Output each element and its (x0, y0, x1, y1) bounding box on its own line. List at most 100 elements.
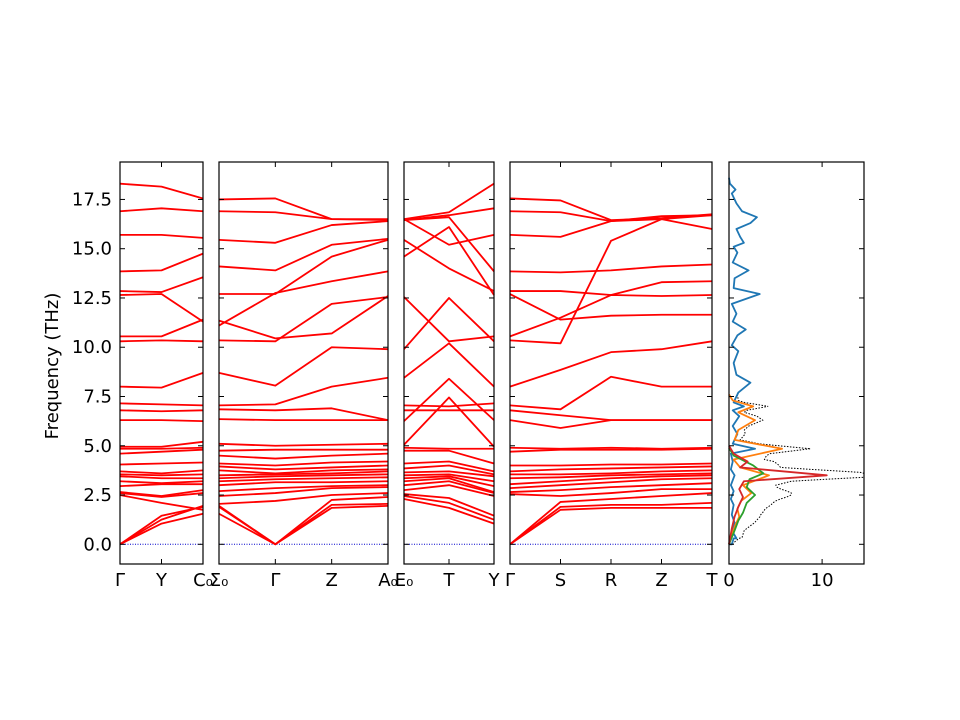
phonon-band (218, 407, 389, 422)
phonon-band (119, 448, 204, 455)
y-tick-label: 15.0 (72, 239, 112, 260)
x-tick-label: 10 (811, 570, 834, 591)
phonon-band (218, 295, 389, 340)
y-tick-label: 2.5 (83, 485, 112, 506)
panel-frame (218, 161, 389, 565)
x-tick-label: S (555, 570, 566, 591)
phonon-band (509, 263, 713, 274)
phonon-band (218, 464, 389, 471)
phonon-band (509, 446, 713, 450)
x-tick-label: A₀ (378, 570, 398, 591)
phonon-band (403, 297, 495, 350)
phonon-band (509, 472, 713, 480)
phonon-band (218, 418, 388, 422)
y-tick-label: 0.0 (83, 534, 112, 555)
phonon-band (403, 475, 495, 488)
y-axis-label: Frequency (THz) (42, 293, 63, 440)
phonon-band (509, 419, 712, 429)
phonon-band (218, 346, 389, 387)
panel-1: Γ Y C₀ (115, 161, 213, 591)
x-tick-label: Y (155, 570, 168, 591)
x-tick-label: T (443, 570, 456, 591)
phonon-band (403, 473, 495, 483)
phonon-band (403, 493, 495, 517)
phonon-band (218, 197, 388, 221)
phonon-band (509, 474, 713, 486)
phonon-band (218, 476, 389, 483)
phonon-band (403, 182, 495, 221)
phonon-band (403, 218, 495, 246)
phonon-band (119, 409, 204, 413)
x-tick-label: Γ (505, 570, 515, 591)
phonon-band (218, 296, 389, 343)
phonon-band (119, 483, 203, 488)
phonon-band (403, 226, 495, 296)
phonon-band (403, 498, 495, 525)
phonon-band (403, 446, 494, 450)
phonon-band (510, 462, 713, 467)
phonon-band (403, 470, 495, 478)
phonon-band (218, 470, 389, 477)
phonon-band (509, 502, 713, 546)
panel-2: Σ₀ Γ Z A₀ (210, 161, 398, 591)
x-tick-label: 0 (723, 570, 734, 591)
x-tick-label: Σ₀ (210, 570, 229, 591)
phonon-band (218, 270, 389, 327)
phonon-band (509, 506, 712, 546)
phonon-band (403, 480, 495, 494)
phonon-band (404, 449, 495, 465)
phonon-band (119, 402, 204, 407)
phonon-band (403, 239, 495, 292)
phonon-band (509, 488, 712, 497)
phonon-band (218, 220, 389, 244)
phonon-band (119, 293, 204, 323)
phonon-band (119, 252, 204, 273)
phonon-band (403, 377, 495, 422)
phonon-band (509, 477, 713, 490)
phonon-band (119, 276, 204, 293)
phonon-band (403, 402, 495, 408)
x-tick-label: Y (488, 570, 501, 591)
phonon-band (218, 484, 389, 492)
phonon-band (218, 473, 389, 480)
y-tick-label: 17.5 (72, 189, 112, 210)
phonon-band (509, 482, 713, 493)
phonon-band (119, 480, 204, 485)
phonon-band (120, 234, 204, 239)
phonon-band (403, 464, 495, 476)
phonon-band (218, 442, 389, 447)
x-tick-label: Γ (270, 570, 280, 591)
phonon-band (120, 419, 204, 423)
phonon-band (509, 197, 713, 222)
panel-frame (728, 161, 865, 565)
phonon-band (403, 396, 495, 448)
phonon-band (509, 340, 713, 388)
phonon-band (119, 505, 204, 546)
x-tick-label: Γ (115, 570, 125, 591)
panel-frame (509, 161, 713, 565)
phonon-band (509, 492, 713, 545)
partial-dos-curve-1 (728, 177, 761, 546)
phonon-band (218, 237, 389, 272)
phonon-band (403, 477, 495, 493)
x-tick-label: C₀ (193, 570, 213, 591)
phonon-band (119, 489, 204, 497)
phonon-band (218, 376, 389, 407)
x-tick-label: Z (655, 570, 667, 591)
phonon-band (509, 465, 713, 473)
phonon-band (218, 452, 389, 460)
phonon-band (218, 468, 389, 475)
dos-panel: 0 10 (723, 161, 865, 591)
phonon-band (119, 494, 204, 511)
phonon-band (120, 318, 204, 338)
phonon-band (119, 461, 204, 466)
x-tick-label: R (605, 570, 618, 591)
partial-dos-curve-3 (728, 447, 765, 545)
phonon-band (119, 207, 204, 213)
phonon-band (218, 460, 389, 467)
y-tick-labels: 0.0 2.5 5.0 7.5 10.0 12.5 15.0 17.5 (72, 189, 112, 555)
phonon-band (218, 496, 389, 546)
phonon-band (509, 293, 712, 321)
phonon-band (403, 296, 495, 343)
